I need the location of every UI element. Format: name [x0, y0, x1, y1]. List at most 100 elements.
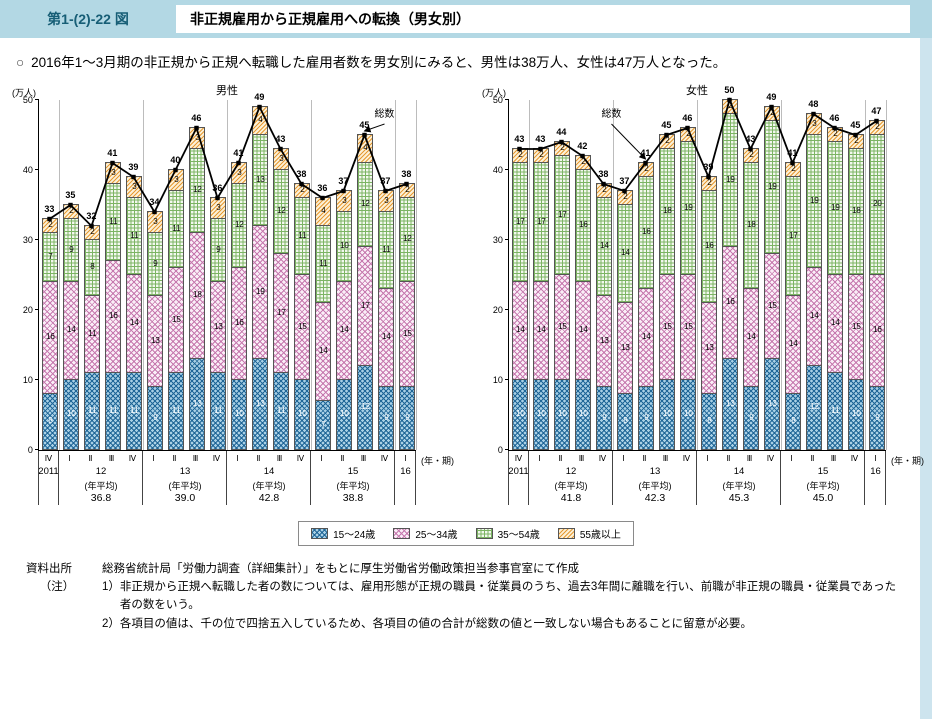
bar-segment: 14 — [744, 287, 759, 386]
segment-value-label: 15 — [662, 321, 672, 331]
segment-value-label: 3 — [384, 195, 389, 205]
year-group-divider — [310, 99, 312, 450]
y-tick-mark — [34, 238, 39, 240]
bar-segment: 13 — [723, 357, 738, 449]
year-label: 2011 — [38, 465, 59, 477]
segment-value-label: 9 — [153, 258, 158, 268]
segment-value-label: 14 — [641, 332, 651, 342]
bar-segment: 11 — [295, 196, 310, 274]
segment-value-label: 10 — [297, 409, 307, 419]
bar-segment: 8 — [786, 392, 801, 449]
total-line — [517, 96, 879, 193]
bar-segment: 14 — [807, 266, 822, 365]
chart-panel-male: (万人) 男性 0 10 20 30 40 50 8 16 7 2 33 10 14 9 2 35 11 11 8… — [12, 82, 454, 509]
bar-segment: 2 — [786, 161, 801, 176]
segment-value-label: 9 — [602, 412, 607, 422]
segment-value-label: 2 — [405, 185, 410, 195]
y-tick-mark — [34, 98, 39, 100]
year-average-value: 42.3 — [644, 491, 666, 504]
legend-swatch — [475, 527, 493, 539]
segment-value-label: 16 — [578, 220, 588, 230]
segment-value-label: 14 — [578, 325, 588, 335]
segment-value-label: 19 — [725, 174, 735, 184]
year-label: 12 — [95, 465, 107, 477]
year-label: 2011 — [508, 465, 529, 477]
y-tick-label: 10 — [492, 374, 503, 385]
y-tick-mark — [34, 308, 39, 310]
segment-value-label: 4 — [321, 206, 326, 216]
segment-value-label: 14 — [536, 325, 546, 335]
segment-value-label: 15 — [297, 321, 307, 331]
segment-value-label: 8 — [623, 416, 628, 426]
bar-segment: 3 — [379, 189, 394, 211]
year-label: 15 — [817, 465, 829, 477]
bar-segment: 10 — [337, 378, 352, 449]
total-line — [47, 104, 409, 228]
segment-value-label: 17 — [276, 307, 286, 317]
stacked-bar: 8 13 16 2 — [701, 175, 718, 450]
stacked-bar: 10 15 18 2 — [848, 133, 865, 450]
x-tick-label: Ⅲ — [830, 453, 837, 463]
segment-value-label: 12 — [276, 206, 286, 216]
year-group-separator — [780, 450, 781, 505]
x-tick-label: Ⅰ — [68, 453, 71, 463]
segment-value-label: 2 — [518, 150, 523, 160]
year-group-divider — [864, 99, 866, 450]
note-text: 非正規から正規へ転職した者の数については、雇用形態が正規の職員・従業員のうち、過… — [119, 580, 897, 612]
stacked-bar: 8 13 14 2 — [617, 189, 634, 450]
year-average-value: 45.0 — [812, 491, 834, 504]
bar-segment: 14 — [316, 301, 331, 400]
segment-value-label: 13 — [192, 398, 202, 408]
legend-item: 15～24歳 — [311, 526, 375, 541]
total-value-label: 46 — [682, 112, 693, 123]
segment-value-label: 13 — [150, 335, 160, 345]
segment-value-label: 11 — [382, 244, 391, 254]
segment-value-label: 10 — [662, 409, 672, 419]
x-tick-label: Ⅰ — [874, 453, 877, 463]
segment-value-label: 10 — [515, 409, 525, 419]
stacked-bar: 9 14 18 2 — [743, 147, 760, 450]
bar-segment: 15 — [681, 273, 696, 379]
bar-segment: 15 — [295, 273, 310, 379]
segment-value-label: 13 — [599, 335, 609, 345]
legend-label: 35～54歳 — [497, 529, 540, 541]
year-group-divider — [780, 99, 782, 450]
x-tick-label: Ⅲ — [360, 453, 367, 463]
bar-segment: 11 — [169, 189, 184, 267]
bar-segment: 2 — [43, 217, 58, 232]
bar-segment: 9 — [64, 217, 79, 281]
segment-value-label: 2 — [623, 192, 628, 202]
x-tick-label: Ⅱ — [558, 453, 563, 463]
bar-segment: 7 — [316, 399, 331, 449]
segment-value-label: 11 — [109, 216, 118, 226]
x-axis-area: Ⅳ Ⅰ Ⅱ Ⅲ Ⅳ Ⅰ Ⅱ Ⅲ Ⅳ Ⅰ Ⅱ Ⅲ Ⅳ Ⅰ Ⅱ Ⅲ Ⅳ Ⅰ 2011 12 (年平均) 36.8 13 (年平均)… — [38, 450, 454, 509]
segment-value-label: 14 — [599, 241, 609, 251]
stacked-bar: 9 13 14 2 — [596, 182, 613, 450]
total-value-label: 32 — [86, 210, 97, 221]
bar-segment: 11 — [274, 371, 289, 449]
bar-segment: 18 — [849, 147, 864, 274]
bar-segment: 3 — [211, 196, 226, 218]
x-tick-label: Ⅲ — [662, 453, 669, 463]
y-tick-mark — [34, 378, 39, 380]
year-average-caption: (年平均) — [806, 480, 840, 491]
note-text: 各項目の値は、千の位で四捨五入しているため、各項目の値の合計が総数の値と一致しな… — [119, 617, 753, 630]
x-tick-label: Ⅲ — [192, 453, 199, 463]
bar-segment: 15 — [849, 273, 864, 379]
bar-segment: 3 — [106, 161, 121, 183]
segment-value-label: 10 — [851, 409, 861, 419]
year-average-caption: (年平均) — [336, 480, 370, 491]
legend-swatch — [311, 527, 329, 539]
total-value-label: 33 — [44, 203, 55, 214]
segment-value-label: 10 — [66, 409, 76, 419]
x-tick-label: Ⅳ — [682, 453, 691, 463]
bar-segment: 14 — [786, 294, 801, 393]
segment-value-label: 14 — [830, 318, 840, 328]
chart-title: 女性 — [686, 84, 708, 97]
total-value-label: 46 — [829, 112, 840, 123]
bar-segment: 8 — [85, 238, 100, 295]
legend-swatch — [393, 527, 411, 539]
chart-title: 男性 — [216, 84, 238, 97]
segment-value-label: 19 — [809, 195, 819, 205]
segment-value-label: 3 — [195, 132, 200, 142]
